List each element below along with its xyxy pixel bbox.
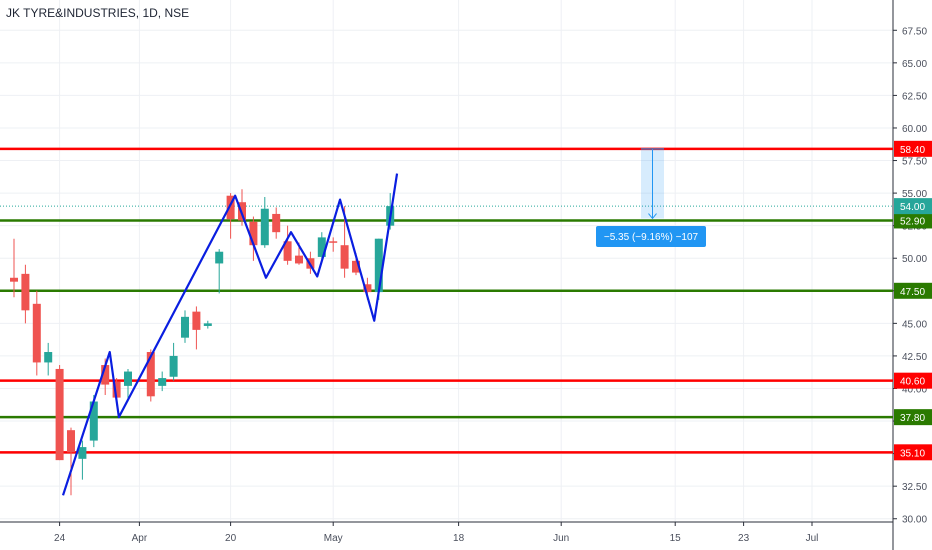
candle-body xyxy=(169,355,178,377)
candle-body xyxy=(55,368,64,461)
price-label: 47.50 xyxy=(900,287,925,298)
y-tick-label: 50.00 xyxy=(902,254,927,265)
candle-body xyxy=(363,284,372,293)
x-tick-label: 24 xyxy=(54,533,66,544)
measure-label: −5.35 (−9.16%) −107 xyxy=(604,232,699,243)
pattern-line xyxy=(61,173,399,496)
y-tick-label: 45.00 xyxy=(902,319,927,330)
candle-body xyxy=(272,213,281,233)
y-tick-label: 55.00 xyxy=(902,189,927,200)
y-tick-label: 60.00 xyxy=(902,124,927,135)
candle-body xyxy=(329,241,338,243)
candle-body xyxy=(283,241,292,261)
candle-body xyxy=(124,371,132,386)
x-tick-label: May xyxy=(324,533,343,544)
price-label: 37.80 xyxy=(900,413,925,424)
price-label: 58.40 xyxy=(900,145,925,156)
x-tick-label: Apr xyxy=(132,533,148,544)
candle-body xyxy=(44,352,53,363)
candle-body xyxy=(340,245,349,269)
measure-arrow-head xyxy=(648,213,657,220)
y-tick-label: 57.50 xyxy=(902,157,927,168)
candle-body xyxy=(32,303,41,363)
candle-body xyxy=(181,316,189,338)
candle-body xyxy=(89,401,98,441)
candle-body xyxy=(215,251,224,264)
candle-body xyxy=(112,381,121,398)
x-tick-label: Jul xyxy=(806,533,819,544)
y-tick-label: 32.50 xyxy=(902,482,927,493)
candle-body xyxy=(226,195,235,220)
price-label-box xyxy=(894,212,932,229)
price-label: 52.90 xyxy=(900,216,925,227)
candle-body xyxy=(67,430,75,453)
candle-body xyxy=(78,447,87,459)
candle-body xyxy=(10,277,18,282)
last-price-label-box xyxy=(894,198,932,215)
candle-body xyxy=(146,352,155,397)
price-label-box xyxy=(894,140,932,157)
measure-label-box xyxy=(596,226,706,247)
x-tick-label: 20 xyxy=(225,533,237,544)
candle-body xyxy=(158,378,167,386)
price-label: 40.60 xyxy=(900,377,925,388)
y-tick-label: 67.50 xyxy=(902,26,927,37)
chart-title: JK TYRE&INDUSTRIES, 1D, NSE xyxy=(6,6,190,20)
candle-body xyxy=(249,221,258,246)
x-tick-label: 23 xyxy=(738,533,750,544)
x-tick-label: 15 xyxy=(670,533,682,544)
candle-body xyxy=(260,208,269,246)
price-label: 35.10 xyxy=(900,448,925,459)
candle-body xyxy=(192,311,201,330)
price-label-box xyxy=(894,409,932,426)
candle-body xyxy=(352,260,360,273)
x-tick-label: Jun xyxy=(553,533,569,544)
last-price-label: 54.00 xyxy=(900,202,925,213)
y-tick-label: 40.00 xyxy=(902,384,927,395)
price-label-box xyxy=(894,444,932,461)
y-tick-label: 65.00 xyxy=(902,59,927,70)
candle-body xyxy=(21,273,30,311)
y-tick-label: 62.50 xyxy=(902,91,927,102)
price-label-box xyxy=(894,282,932,299)
price-label-box xyxy=(894,372,932,389)
y-tick-label: 42.50 xyxy=(902,352,927,363)
candle-body xyxy=(295,255,303,264)
x-tick-label: 18 xyxy=(453,533,465,544)
y-tick-label: 30.00 xyxy=(902,515,927,526)
candle-body xyxy=(317,237,326,257)
candle-body xyxy=(374,238,383,293)
candle-body xyxy=(203,323,212,326)
candle-body xyxy=(101,365,110,385)
